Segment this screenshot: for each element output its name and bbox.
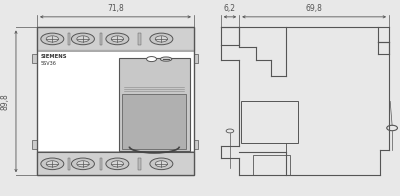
Circle shape [111,36,124,42]
Bar [37,27,194,175]
Circle shape [155,161,168,167]
Circle shape [106,158,129,170]
Circle shape [46,36,58,42]
Bar [194,140,198,149]
Bar [37,152,194,175]
Circle shape [72,158,94,170]
Text: 5SV36: 5SV36 [41,61,57,66]
Circle shape [146,57,156,62]
Bar [37,151,194,152]
Circle shape [72,33,94,45]
Bar [194,54,198,63]
Bar [32,140,37,149]
Bar [37,50,194,52]
Text: 71,8: 71,8 [107,4,124,13]
Bar [32,54,37,63]
Bar [118,58,190,152]
Text: 89,8: 89,8 [0,93,9,110]
Text: 6,2: 6,2 [224,4,236,13]
Bar [68,33,70,45]
Circle shape [77,36,89,42]
Circle shape [41,158,64,170]
Bar [100,33,102,45]
Circle shape [155,36,168,42]
Circle shape [106,33,129,45]
Bar [138,33,141,45]
Circle shape [150,158,173,170]
Circle shape [46,161,58,167]
Text: 69,8: 69,8 [306,4,322,13]
Bar [37,27,194,50]
Bar [221,27,400,175]
Bar [37,27,194,175]
Bar [253,155,290,175]
Bar [138,158,141,170]
Circle shape [77,161,89,167]
Bar [241,101,298,143]
Circle shape [111,161,124,167]
Bar [68,158,70,170]
Bar [100,158,102,170]
Circle shape [150,33,173,45]
Text: SIEMENS: SIEMENS [41,54,67,59]
Bar [122,93,186,150]
Circle shape [41,33,64,45]
Ellipse shape [160,57,172,61]
